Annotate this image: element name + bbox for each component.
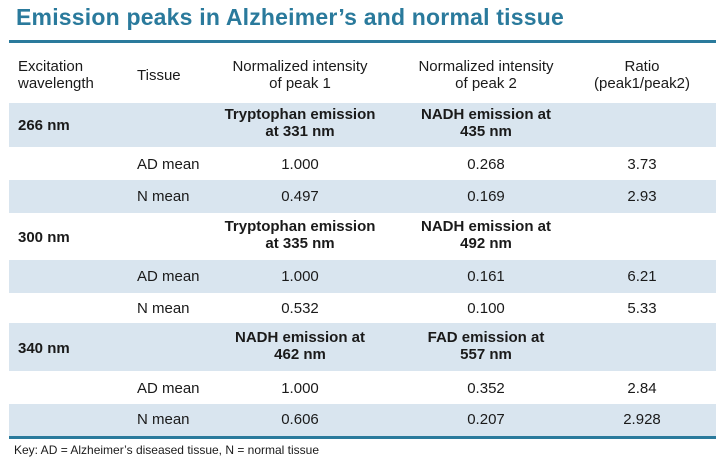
header-peak2: Normalized intensity of peak 2 (386, 58, 586, 92)
header-excitation: Excitation wavelength (18, 58, 138, 92)
table-row (9, 404, 716, 436)
group-wavelength: 300 nm (18, 229, 70, 246)
group-peak1-label-line1: Tryptophan emission (224, 106, 376, 123)
tissue-cell: N mean (137, 411, 190, 428)
group-peak2-label: FAD emission at 557 nm (386, 329, 586, 363)
header-ratio: Ratio (peak1/peak2) (572, 58, 712, 92)
ratio-cell: 2.84 (627, 380, 657, 397)
header-excitation-line1: Excitation (18, 58, 84, 75)
header-peak1-line1: Normalized intensity (232, 58, 368, 75)
tissue-cell: AD mean (137, 268, 200, 285)
top-rule (9, 40, 716, 43)
group-peak2-label-line1: NADH emission at (420, 106, 552, 123)
page-title: Emission peaks in Alzheimer’s and normal… (16, 4, 564, 30)
group-peak1-label-line1: Tryptophan emission (224, 218, 376, 235)
peak1-cell: 0.606 (281, 411, 319, 428)
group-peak1-label-line2: 462 nm (274, 346, 326, 363)
ratio-cell: 2.93 (627, 188, 657, 205)
group-peak2-label-line2: 492 nm (460, 235, 512, 252)
group-peak2-label-line1: FAD emission at (427, 329, 545, 346)
header-peak2-line1: Normalized intensity (418, 58, 554, 75)
group-peak1-label-line2: at 335 nm (265, 235, 335, 252)
group-peak2-label: NADH emission at 492 nm (386, 218, 586, 252)
group-wavelength: 340 nm (18, 340, 70, 357)
tissue-cell: N mean (137, 300, 190, 317)
group-wavelength: 266 nm (18, 117, 70, 134)
peak2-cell: 0.352 (467, 380, 505, 397)
group-peak2-label-line1: NADH emission at (420, 218, 552, 235)
group-peak1-label-line1: NADH emission at (234, 329, 366, 346)
header-peak2-line2: of peak 2 (455, 75, 517, 92)
tissue-cell: AD mean (137, 380, 200, 397)
bottom-rule (9, 436, 716, 439)
peak1-cell: 1.000 (281, 380, 319, 397)
peak2-cell: 0.207 (467, 411, 505, 428)
group-row-340 (9, 323, 716, 371)
header-excitation-line2: wavelength (18, 75, 94, 92)
group-peak1-label: Tryptophan emission at 335 nm (200, 218, 400, 252)
ratio-cell: 3.73 (627, 156, 657, 173)
table-key: Key: AD = Alzheimer’s diseased tissue, N… (14, 443, 320, 457)
group-peak1-label: NADH emission at 462 nm (200, 329, 400, 363)
ratio-cell: 6.21 (627, 268, 657, 285)
header-peak1: Normalized intensity of peak 1 (200, 58, 400, 92)
group-peak2-label-line2: 435 nm (460, 123, 512, 140)
table-row (9, 180, 716, 213)
header-ratio-line2: (peak1/peak2) (594, 75, 690, 92)
ratio-cell: 5.33 (627, 300, 657, 317)
header-ratio-line1: Ratio (624, 58, 660, 75)
group-row-266 (9, 103, 716, 147)
peak2-cell: 0.268 (467, 156, 505, 173)
peak1-cell: 1.000 (281, 268, 319, 285)
group-peak1-label-line2: at 331 nm (265, 123, 335, 140)
peak2-cell: 0.161 (467, 268, 505, 285)
group-peak2-label: NADH emission at 435 nm (386, 106, 586, 140)
group-peak2-label-line2: 557 nm (460, 346, 512, 363)
group-peak1-label: Tryptophan emission at 331 nm (200, 106, 400, 140)
peak1-cell: 1.000 (281, 156, 319, 173)
peak1-cell: 0.532 (281, 300, 319, 317)
tissue-cell: N mean (137, 188, 190, 205)
header-peak1-line2: of peak 1 (269, 75, 331, 92)
table-row (9, 260, 716, 293)
peak1-cell: 0.497 (281, 188, 319, 205)
tissue-cell: AD mean (137, 156, 200, 173)
peak2-cell: 0.100 (467, 300, 505, 317)
peak2-cell: 0.169 (467, 188, 505, 205)
header-tissue: Tissue (137, 67, 181, 84)
ratio-cell: 2.928 (623, 411, 661, 428)
